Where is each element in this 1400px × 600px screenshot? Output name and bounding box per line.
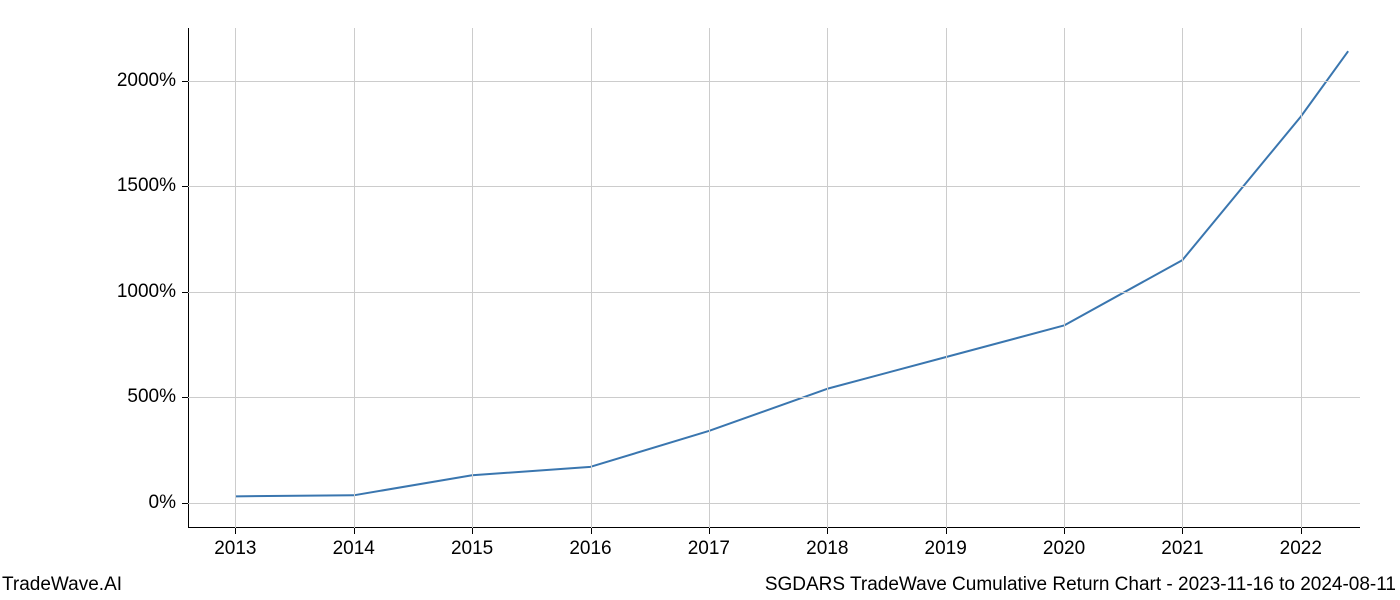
y-tick-label: 2000% (117, 70, 176, 92)
gridline-vertical (591, 28, 592, 528)
gridline-vertical (827, 28, 828, 528)
x-tick-label: 2020 (1043, 538, 1085, 560)
gridline-vertical (235, 28, 236, 528)
chart-container: 0% 500% 1000% 1500% 2000% 2013 2014 2015 2016 201… (0, 0, 1400, 600)
y-tick-label: 0% (149, 492, 176, 514)
x-tick-mark (1182, 528, 1183, 534)
y-tick-mark (182, 186, 188, 187)
gridline-vertical (1301, 28, 1302, 528)
y-tick-mark (182, 292, 188, 293)
x-tick-label: 2019 (925, 538, 967, 560)
x-tick-mark (354, 528, 355, 534)
gridline-vertical (946, 28, 947, 528)
gridline-vertical (1064, 28, 1065, 528)
gridline-vertical (472, 28, 473, 528)
gridline-vertical (354, 28, 355, 528)
gridline-vertical (709, 28, 710, 528)
y-tick-label: 1000% (117, 281, 176, 303)
x-tick-label: 2015 (451, 538, 493, 560)
x-tick-label: 2016 (569, 538, 611, 560)
y-tick-label: 1500% (117, 175, 176, 197)
x-tick-mark (591, 528, 592, 534)
gridline-horizontal (188, 292, 1360, 293)
x-tick-mark (472, 528, 473, 534)
x-tick-label: 2022 (1280, 538, 1322, 560)
gridline-horizontal (188, 81, 1360, 82)
x-tick-label: 2018 (806, 538, 848, 560)
x-tick-mark (946, 528, 947, 534)
x-tick-label: 2021 (1161, 538, 1203, 560)
x-tick-label: 2013 (214, 538, 256, 560)
x-tick-mark (709, 528, 710, 534)
x-tick-mark (1064, 528, 1065, 534)
x-tick-mark (827, 528, 828, 534)
y-tick-mark (182, 503, 188, 504)
y-tick-mark (182, 81, 188, 82)
x-tick-label: 2014 (333, 538, 375, 560)
y-tick-label: 500% (127, 386, 176, 408)
gridline-vertical (1182, 28, 1183, 528)
gridline-horizontal (188, 397, 1360, 398)
x-tick-mark (1301, 528, 1302, 534)
gridline-horizontal (188, 186, 1360, 187)
line-series (235, 51, 1348, 496)
caption-right: SGDARS TradeWave Cumulative Return Chart… (765, 574, 1396, 596)
y-tick-mark (182, 397, 188, 398)
x-tick-label: 2017 (688, 538, 730, 560)
line-series-svg (188, 28, 1360, 528)
gridline-horizontal (188, 503, 1360, 504)
plot-area: 0%500%1000%1500%2000%2013201420152016201… (188, 28, 1360, 528)
watermark-left: TradeWave.AI (2, 574, 122, 596)
x-tick-mark (235, 528, 236, 534)
